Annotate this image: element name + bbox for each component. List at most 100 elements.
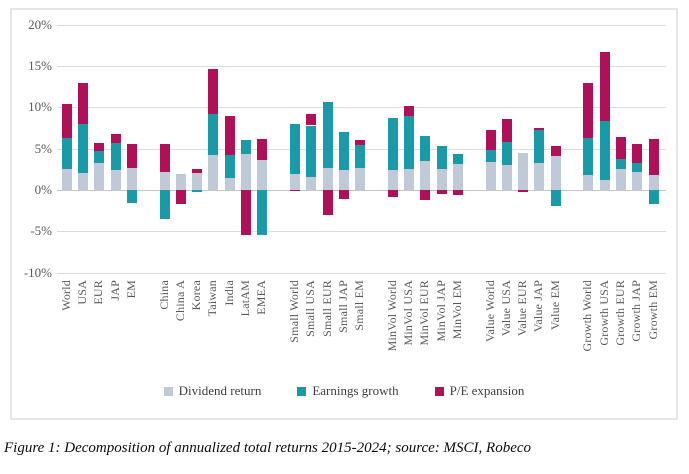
bar-segment	[192, 190, 203, 193]
y-axis-tick-label: 0%	[34, 182, 52, 197]
bar-segment	[126, 143, 137, 168]
bar-segment	[599, 180, 610, 190]
bar-segment	[289, 174, 300, 190]
bar-segment	[632, 162, 643, 172]
bar-segment	[94, 142, 105, 152]
gridline-10	[57, 107, 666, 109]
bar-segment	[355, 139, 366, 146]
legend-swatch-icon	[434, 386, 444, 396]
bar-segment	[224, 116, 235, 156]
bar-segment	[452, 164, 463, 190]
bar-segment	[126, 167, 137, 190]
bar-segment	[289, 190, 300, 191]
bar-segment	[78, 82, 88, 124]
bar-segment	[387, 118, 398, 171]
bar-segment	[583, 82, 594, 138]
bar-segment	[94, 151, 105, 163]
bar-segment	[436, 146, 447, 170]
bar-segment	[632, 143, 643, 163]
bar-segment	[306, 176, 317, 190]
bar-segment	[583, 137, 594, 176]
bar-segment	[159, 190, 170, 219]
bar-segment	[501, 142, 512, 166]
bar-segment	[485, 129, 496, 151]
bar-segment	[583, 175, 594, 190]
chart-border-box	[10, 8, 678, 420]
bar-segment	[110, 170, 121, 190]
bar-segment	[355, 167, 366, 190]
bar-segment	[550, 190, 561, 206]
y-axis-tick-label: 20%	[28, 16, 52, 32]
figure-caption: Figure 1: Decomposition of annualized to…	[4, 440, 532, 456]
bar-segment	[306, 125, 317, 177]
bar-segment	[338, 190, 349, 200]
x-axis-category-label: EMEA	[254, 280, 269, 315]
bar-segment	[94, 162, 105, 190]
x-axis-category-label: Value World	[482, 280, 497, 343]
x-axis-category-label: India	[221, 280, 236, 306]
bar-segment	[599, 51, 610, 121]
x-axis-category-label: MinVol EUR	[417, 280, 432, 346]
bar-segment	[322, 167, 333, 190]
x-axis-category-label: Growth EM	[645, 280, 660, 340]
bar-segment	[550, 146, 561, 157]
legend-swatch-icon	[297, 386, 307, 396]
x-axis-category-label: Small World	[286, 280, 301, 343]
x-axis-category-label: Small USA	[303, 280, 318, 337]
bar-segment	[648, 138, 659, 176]
bar-segment	[615, 159, 626, 170]
bar-segment	[615, 169, 626, 190]
x-axis-category-label: Growth EUR	[612, 280, 627, 346]
bar-segment	[257, 190, 268, 235]
bar-segment	[61, 169, 72, 190]
gridline--5	[57, 231, 666, 233]
x-axis-category-label: EUR	[91, 280, 106, 305]
gridline--10	[57, 272, 666, 274]
x-axis-category-label: MinVol USA	[401, 280, 415, 346]
bar-segment	[175, 190, 186, 205]
x-axis-category-label: Taiwan	[205, 280, 220, 317]
legend-label: P/E expansion	[449, 383, 525, 398]
bar-segment	[241, 153, 251, 190]
y-axis-tick-label: 10%	[28, 99, 52, 115]
gridline-15	[57, 65, 666, 67]
bar-segment	[110, 142, 121, 171]
bar-segment	[159, 143, 170, 172]
bar-segment	[208, 69, 219, 114]
bar-segment	[241, 139, 251, 154]
bar-segment	[110, 133, 121, 143]
bar-segment	[192, 172, 203, 190]
x-axis-category-label: USA	[75, 280, 89, 305]
bar-segment	[61, 104, 72, 138]
legend-item: Earnings growth	[297, 383, 399, 399]
y-axis-tick-label: -10%	[23, 264, 52, 280]
bar-segment	[501, 118, 512, 143]
bar-segment	[208, 113, 219, 156]
bar-segment	[518, 152, 529, 190]
bar-segment	[420, 136, 431, 162]
bar-segment	[404, 169, 414, 190]
y-axis-tick-label: 5%	[34, 140, 52, 156]
legend-label: Earnings growth	[312, 383, 399, 398]
bar-segment	[175, 174, 186, 190]
bar-segment	[452, 190, 463, 195]
y-axis-tick-label: -5%	[30, 223, 52, 239]
x-axis-category-label: Growth USA	[596, 280, 611, 346]
bar-segment	[387, 190, 398, 197]
bar-segment	[501, 165, 512, 190]
bar-segment	[420, 161, 431, 190]
x-axis-category-label: China	[156, 280, 171, 310]
bar-segment	[78, 173, 88, 190]
bar-segment	[322, 190, 333, 215]
gridline-20	[57, 24, 666, 26]
bar-segment	[648, 190, 659, 205]
gridline-0	[57, 190, 666, 191]
bar-segment	[648, 175, 659, 190]
bar-segment	[192, 169, 203, 173]
bar-segment	[534, 127, 545, 130]
bar-segment	[404, 105, 414, 116]
y-axis-tick-label: 15%	[28, 57, 52, 73]
bar-segment	[534, 162, 545, 190]
bar-segment	[632, 171, 643, 190]
